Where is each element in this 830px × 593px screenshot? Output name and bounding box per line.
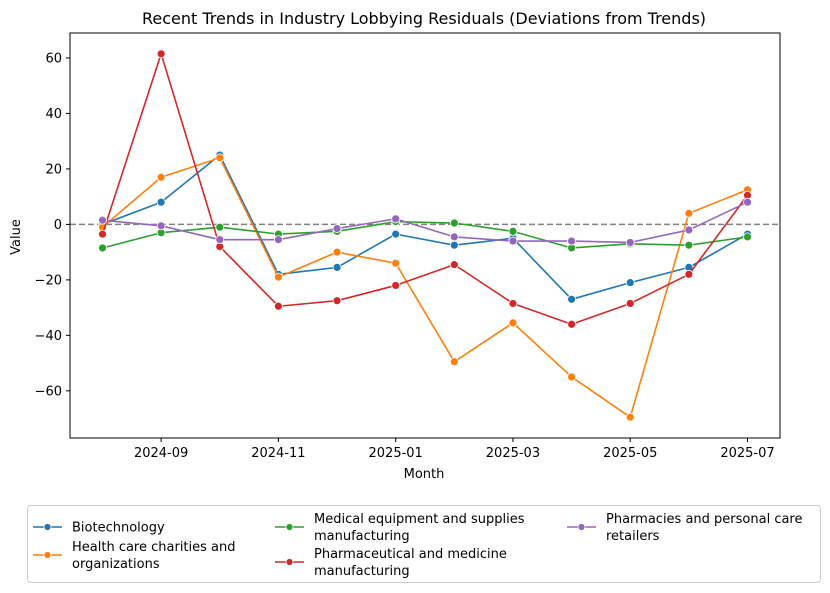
legend-label: manufacturing <box>314 564 410 579</box>
data-point <box>391 229 401 239</box>
y-tick-label: 0 <box>54 218 62 233</box>
legend-label: retailers <box>606 529 660 544</box>
plot-area <box>70 49 780 422</box>
data-point <box>449 357 459 367</box>
series-line <box>101 52 749 326</box>
y-tick-label: 40 <box>45 107 62 122</box>
data-point <box>449 218 459 228</box>
data-point <box>625 238 635 247</box>
legend-marker <box>285 523 294 531</box>
data-point <box>98 229 107 239</box>
data-point <box>215 222 225 232</box>
data-point <box>684 269 694 279</box>
data-point <box>274 235 283 245</box>
legend-marker <box>285 558 294 566</box>
y-axis-label: Value <box>9 219 24 255</box>
legend-item-2: Medical equipment and supplies manufactur… <box>275 512 525 544</box>
y-tick-label: −40 <box>35 329 62 344</box>
x-tick-label: 2025-07 <box>720 446 774 461</box>
chart-title: Recent Trends in Industry Lobbying Resid… <box>142 9 706 28</box>
data-point <box>743 232 752 242</box>
legend-item-1: Health care charities and organizations <box>33 540 236 572</box>
data-point <box>332 224 342 233</box>
data-point <box>449 232 459 242</box>
series-line <box>102 220 748 249</box>
data-point <box>625 299 635 308</box>
data-point <box>332 247 342 257</box>
legend-item-3: Pharmaceutical and medicine manufacturing <box>275 547 507 579</box>
data-point <box>215 235 225 245</box>
data-point <box>156 172 166 182</box>
data-point <box>449 260 459 270</box>
y-tick-label: 60 <box>45 51 62 66</box>
data-point <box>274 301 283 311</box>
data-point <box>332 263 342 272</box>
data-point <box>684 240 694 250</box>
data-point <box>684 225 694 235</box>
plot-frame <box>69 32 781 439</box>
data-point <box>508 226 518 236</box>
data-point <box>156 221 166 231</box>
series-3 <box>98 49 752 329</box>
x-tick-label: 2024-09 <box>134 446 188 461</box>
x-tick-label: 2025-05 <box>603 446 657 461</box>
data-point <box>98 243 107 253</box>
axes: −60 −40 −20 0 20 40 60 2024-09 2024-11 2025-01 202… <box>35 51 775 461</box>
legend-marker <box>43 551 52 559</box>
data-point <box>684 208 694 218</box>
y-tick-label: −20 <box>35 273 62 288</box>
legend-label: Pharmacies and personal care <box>606 512 803 527</box>
legend-box <box>27 505 821 583</box>
series-1 <box>98 153 752 422</box>
legend-marker <box>577 523 586 531</box>
legend-label: organizations <box>72 557 160 572</box>
y-tick-label: 20 <box>45 162 62 177</box>
data-point <box>567 294 576 304</box>
data-point <box>391 214 401 224</box>
legend-item-4: Pharmacies and personal care retailers <box>567 512 803 544</box>
data-point <box>508 299 518 308</box>
data-point <box>567 372 576 382</box>
data-point <box>98 215 107 225</box>
data-point <box>215 153 225 163</box>
series-4 <box>98 197 752 247</box>
data-point <box>332 296 342 306</box>
legend-label: Biotechnology <box>72 521 165 536</box>
x-axis-label: Month <box>404 467 445 482</box>
legend-marker <box>43 523 52 531</box>
data-point <box>156 197 166 207</box>
series-line <box>101 157 748 419</box>
data-point <box>625 412 635 422</box>
legend-item-0: Biotechnology <box>33 521 165 536</box>
data-point <box>156 49 166 59</box>
data-point <box>743 197 752 207</box>
legend-label: manufacturing <box>314 529 410 544</box>
data-point <box>449 240 459 250</box>
x-tick-label: 2025-01 <box>369 446 423 461</box>
data-point <box>567 236 576 246</box>
data-point <box>625 278 635 288</box>
data-point <box>508 236 518 246</box>
data-point <box>508 318 518 328</box>
legend-label: Health care charities and <box>72 540 236 555</box>
data-point <box>274 272 283 282</box>
y-tick-label: −60 <box>35 384 62 399</box>
series-line <box>102 154 748 301</box>
x-tick-label: 2024-11 <box>251 446 305 461</box>
data-point <box>567 319 576 329</box>
data-point <box>391 258 401 268</box>
legend: Biotechnology Health care charities and or… <box>27 505 821 583</box>
series-line <box>102 201 748 244</box>
data-point <box>391 281 401 290</box>
legend-label: Medical equipment and supplies <box>314 512 525 527</box>
x-tick-label: 2025-03 <box>486 446 540 461</box>
legend-label: Pharmaceutical and medicine <box>314 547 507 562</box>
